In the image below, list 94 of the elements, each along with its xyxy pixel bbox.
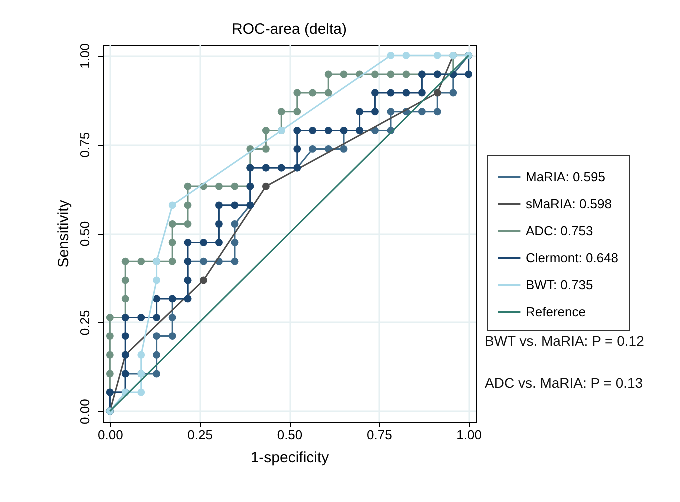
- point: [215, 239, 223, 246]
- point: [200, 258, 208, 266]
- point: [122, 258, 130, 266]
- point: [294, 108, 302, 116]
- chart-title: ROC-area (delta): [232, 21, 348, 38]
- point: [309, 146, 317, 153]
- point: [324, 89, 332, 97]
- point: [138, 258, 146, 266]
- point: [262, 146, 270, 153]
- text: BWT vs. MaRIA: P = 0.12: [485, 333, 644, 349]
- point: [231, 182, 239, 190]
- point: [309, 89, 317, 97]
- point: [184, 220, 192, 228]
- point: [184, 239, 192, 246]
- point: [418, 89, 426, 97]
- point: [153, 314, 161, 322]
- point: [231, 202, 239, 210]
- legend-label: ADC: 0.753: [526, 224, 594, 238]
- point: [168, 314, 176, 322]
- legend-label: sMaRIA: 0.598: [526, 196, 612, 212]
- point: [153, 332, 161, 340]
- point: [402, 70, 410, 78]
- point: [387, 70, 395, 78]
- legend-label: Clermont: 0.648: [526, 250, 618, 266]
- point: [153, 276, 161, 284]
- point: [184, 182, 192, 190]
- x-tick-label: 1.00: [456, 428, 482, 442]
- point: [387, 89, 395, 97]
- point: [168, 332, 176, 340]
- x-axis-title: 1-specificity: [250, 450, 330, 466]
- point: [153, 370, 161, 378]
- y-tick-label: 0.75: [78, 132, 92, 158]
- point: [434, 52, 442, 60]
- point: [450, 89, 458, 97]
- x-tick-label: 0.50: [277, 428, 303, 442]
- point: [294, 146, 302, 153]
- point: [372, 89, 379, 97]
- point: [465, 70, 473, 78]
- point: [356, 108, 364, 116]
- y-tick-label: 0.00: [78, 399, 92, 424]
- point: [184, 202, 192, 210]
- point: [106, 332, 114, 340]
- point: [231, 239, 239, 246]
- point: [153, 295, 161, 303]
- point: [215, 220, 223, 228]
- point: [122, 295, 130, 303]
- legend-label: BWT: 0.735: [526, 278, 594, 292]
- point: [262, 127, 270, 134]
- point: [122, 276, 130, 284]
- point: [215, 202, 223, 210]
- point: [168, 220, 176, 228]
- legend-label: MaRIA: 0.595: [526, 170, 606, 184]
- point: [200, 276, 208, 284]
- point: [200, 239, 208, 246]
- y-axis-title: Sensitivity: [56, 200, 72, 268]
- point: [387, 52, 395, 60]
- point: [138, 351, 146, 359]
- point: [294, 127, 302, 134]
- point: [168, 239, 176, 246]
- point: [340, 70, 348, 78]
- point: [138, 314, 146, 322]
- point: [168, 202, 176, 210]
- y-tick-label: 1.00: [78, 44, 92, 69]
- point: [387, 108, 395, 116]
- x-tick-label: 0.25: [188, 428, 213, 442]
- y-tick-label: 0.50: [78, 221, 92, 247]
- point: [402, 52, 410, 60]
- point: [138, 388, 146, 396]
- point: [278, 108, 286, 116]
- point: [372, 108, 379, 116]
- point: [168, 258, 176, 266]
- point: [324, 127, 332, 134]
- point: [215, 182, 223, 190]
- point: [153, 351, 161, 359]
- point: [262, 182, 270, 190]
- point: [122, 332, 130, 340]
- point: [106, 370, 114, 378]
- point: [231, 220, 239, 228]
- point: [324, 70, 332, 78]
- point: [418, 108, 426, 116]
- x-tick-label: 0.75: [367, 428, 392, 442]
- point: [106, 314, 114, 322]
- legend-label: Reference: [526, 304, 586, 320]
- point: [434, 108, 442, 116]
- point: [231, 258, 239, 266]
- point: [402, 89, 410, 97]
- point: [294, 89, 302, 97]
- point: [309, 127, 317, 134]
- y-tick-label: 0.25: [78, 310, 92, 336]
- point: [372, 70, 379, 78]
- point: [106, 351, 114, 359]
- x-tick-label: 0.00: [98, 428, 124, 442]
- point: [340, 146, 348, 153]
- text: ADC vs. MaRIA: P = 0.13: [485, 375, 644, 391]
